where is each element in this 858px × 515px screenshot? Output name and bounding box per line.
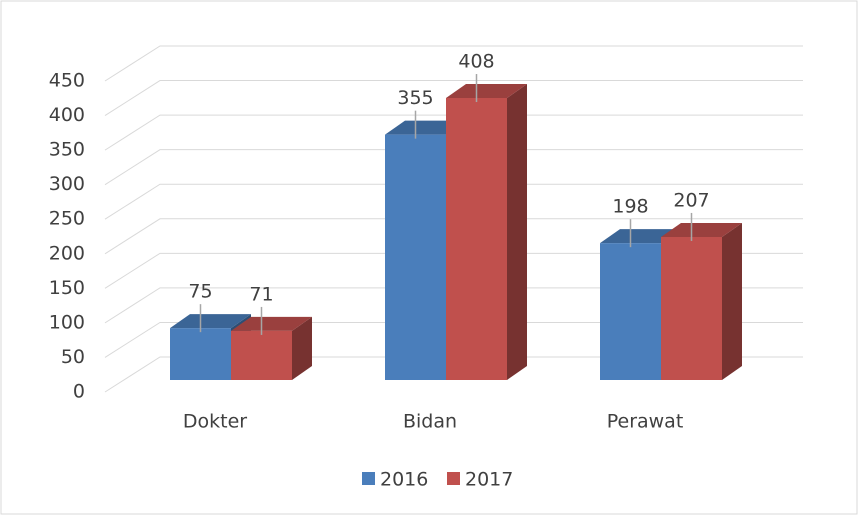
legend-swatch xyxy=(362,472,375,485)
grid-line xyxy=(104,149,803,186)
x-tick-label: Bidan xyxy=(403,411,457,433)
grid-line xyxy=(104,45,803,82)
bar xyxy=(446,84,527,380)
y-tick-label: 250 xyxy=(49,208,85,230)
bar-top xyxy=(600,229,681,244)
bar xyxy=(661,222,742,380)
grid-line xyxy=(104,252,803,289)
legend-label: 2017 xyxy=(465,469,513,491)
y-tick-label: 350 xyxy=(49,139,85,161)
bar-top xyxy=(170,314,251,329)
bar-top xyxy=(385,120,466,135)
bar-side xyxy=(507,84,527,380)
grid-line xyxy=(104,287,803,324)
x-tick-label: Dokter xyxy=(183,411,247,433)
grid-line xyxy=(104,80,803,116)
bar-top xyxy=(446,84,527,99)
legend-label: 2016 xyxy=(380,469,428,491)
y-tick-label: 300 xyxy=(49,173,85,195)
bar-top xyxy=(231,316,312,331)
bar-front xyxy=(600,243,661,380)
data-label: 207 xyxy=(673,189,709,211)
y-tick-label: 50 xyxy=(61,346,85,368)
bar-front xyxy=(170,328,231,380)
y-tick-label: 0 xyxy=(73,381,85,403)
data-label: 408 xyxy=(458,51,494,73)
bar-top xyxy=(661,222,742,237)
bar-front xyxy=(385,134,446,380)
y-tick-label: 200 xyxy=(49,242,85,264)
data-label: 71 xyxy=(249,283,273,305)
legend-swatch xyxy=(447,472,460,485)
grid-line xyxy=(104,218,803,255)
data-label: 355 xyxy=(397,87,433,109)
grid-line xyxy=(104,114,803,151)
grid-line xyxy=(104,321,803,358)
data-label: 198 xyxy=(612,196,648,218)
bar-side xyxy=(292,316,312,380)
y-tick-label: 450 xyxy=(49,70,85,92)
bar-front xyxy=(446,98,507,380)
y-tick-label: 100 xyxy=(49,311,85,333)
bar-front xyxy=(231,330,292,380)
data-label: 75 xyxy=(188,281,212,303)
bar xyxy=(231,316,312,380)
bar-front xyxy=(661,236,722,380)
y-tick-label: 150 xyxy=(49,277,85,299)
y-tick-label: 400 xyxy=(49,104,85,126)
grid-line xyxy=(104,356,803,393)
bar-side xyxy=(722,222,742,380)
grid-line xyxy=(104,183,803,220)
x-tick-label: Perawat xyxy=(607,411,684,433)
